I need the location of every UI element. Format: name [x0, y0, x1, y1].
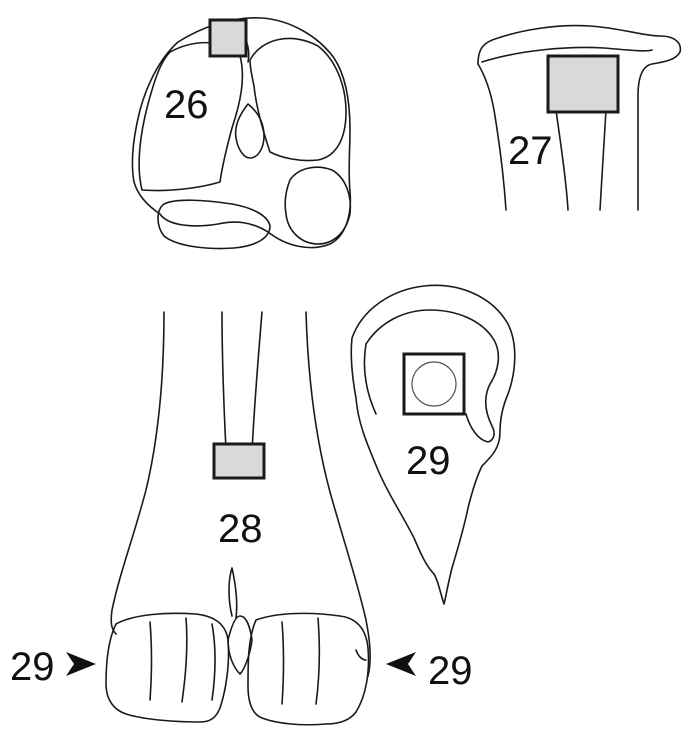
pointer-arrow-right: 29 — [386, 649, 473, 693]
metatarsus-top-ridge — [481, 46, 653, 63]
region-box-27 — [546, 54, 620, 114]
label-29-section: 29 — [406, 439, 451, 483]
hoof-inner-cavity — [363, 343, 377, 415]
figure-27-metatarsus-proximal: 27 — [477, 24, 682, 211]
region-box-29 — [402, 352, 466, 416]
arrowhead-left-icon — [386, 652, 416, 676]
tarsus-outline — [131, 17, 352, 249]
right-digit — [247, 612, 370, 726]
figure-29-hoof-section: 29 — [350, 284, 516, 605]
right-digit-dewclaw — [355, 649, 367, 661]
interdigital-cleft — [228, 567, 238, 619]
metatarsus-inner-groove-right — [599, 109, 607, 211]
label-28: 28 — [218, 507, 263, 551]
metatarsus-head-outline — [477, 24, 682, 211]
hoof-cross-section-circle — [411, 361, 457, 407]
hoof-outer-outline — [350, 284, 516, 605]
arrowhead-right-icon — [66, 652, 96, 676]
metatarsus-inner-groove-left — [555, 109, 569, 211]
right-digit-fold-1 — [281, 621, 285, 705]
cannon-right-edge — [305, 311, 371, 677]
tarsus-lateral-facet — [249, 37, 347, 162]
left-digit — [105, 612, 230, 723]
label-29-left: 29 — [10, 645, 55, 689]
label-29-right: 29 — [428, 649, 473, 693]
pointer-arrow-left: 29 — [10, 645, 96, 689]
left-digit-fold-3 — [211, 623, 216, 701]
left-digit-fold-1 — [149, 621, 153, 701]
hoof-inner-outline — [365, 309, 500, 443]
figure-26-tarsus: 26 — [131, 17, 352, 250]
label-26: 26 — [164, 83, 209, 127]
tarsus-right-condyle — [284, 166, 352, 245]
region-box-28 — [212, 442, 266, 480]
metatarsus-left-edge — [477, 63, 507, 211]
tarsus-foramen — [234, 103, 265, 159]
tarsus-lower-condyle — [157, 199, 271, 250]
right-digit-fold-2 — [315, 617, 321, 705]
figure-28-metatarsus-front: 28 — [105, 311, 371, 726]
label-27: 27 — [508, 129, 553, 173]
central-dewclaw — [227, 615, 253, 675]
left-digit-fold-2 — [181, 617, 188, 703]
region-box-26 — [208, 18, 248, 58]
cannon-left-edge — [110, 311, 165, 635]
